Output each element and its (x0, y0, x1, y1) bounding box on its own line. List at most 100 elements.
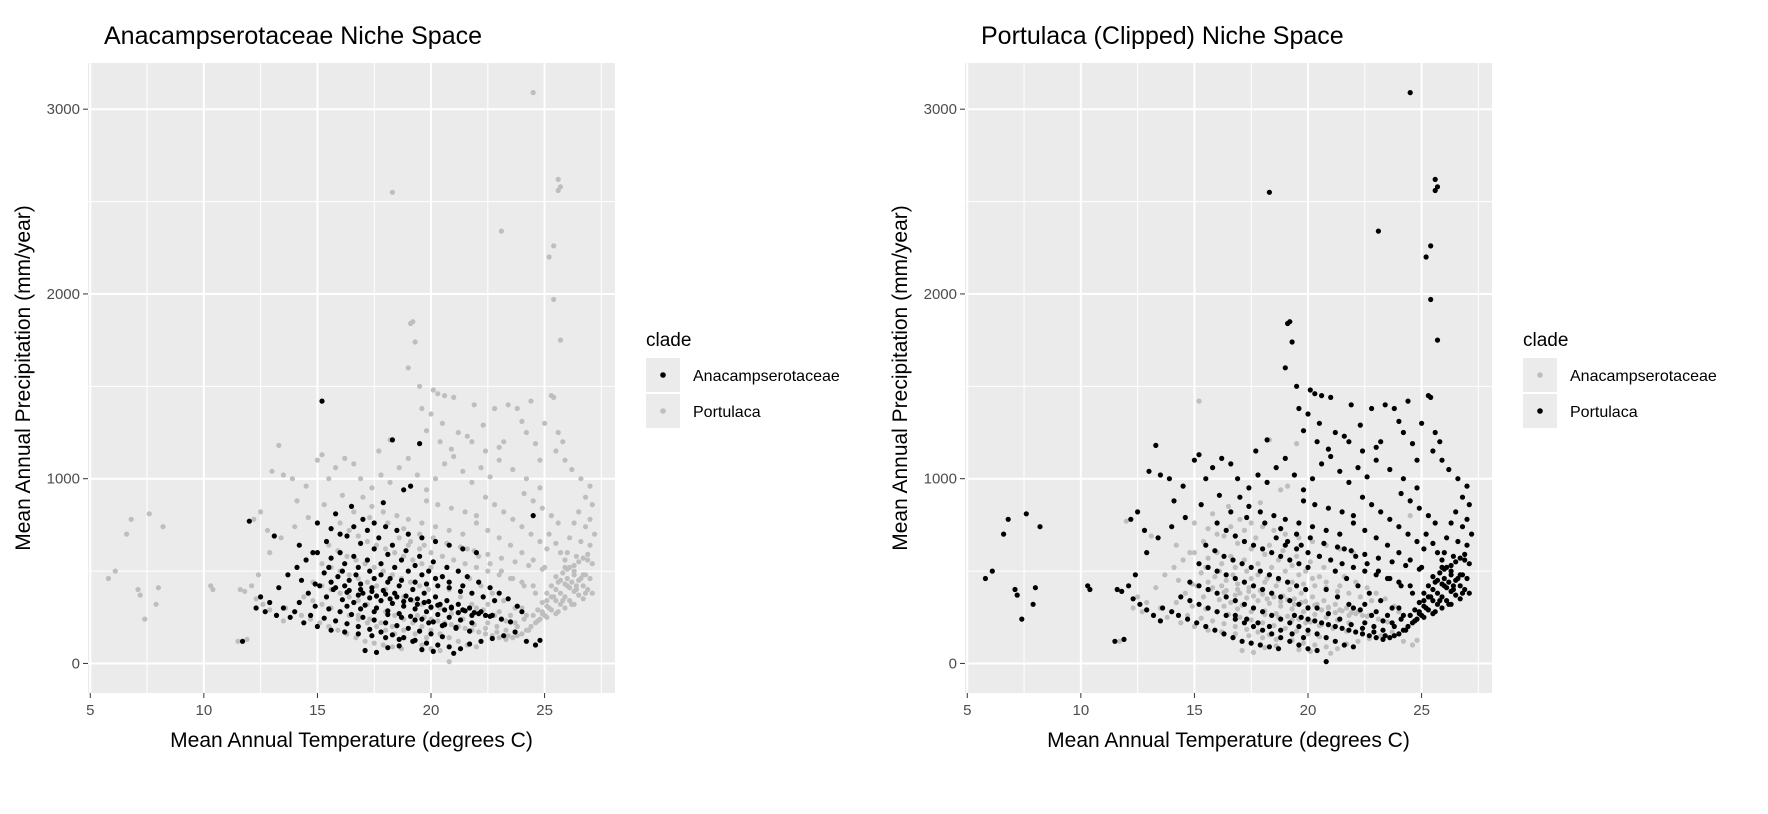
data-point (557, 550, 564, 556)
data-point (1444, 585, 1450, 591)
data-point (405, 516, 411, 522)
data-point (351, 509, 357, 515)
data-point (1375, 555, 1381, 561)
y-tick-label: 2000 (924, 286, 957, 303)
data-point (1294, 441, 1300, 447)
data-point (392, 550, 398, 556)
data-point (430, 648, 436, 655)
data-point (1223, 612, 1229, 619)
data-point (1187, 550, 1193, 556)
data-point (1319, 607, 1325, 613)
data-point (1400, 638, 1406, 644)
data-point (1439, 605, 1445, 611)
data-point (235, 638, 241, 644)
data-point (519, 550, 525, 556)
x-tick-label: 15 (1186, 702, 1203, 719)
data-point (467, 641, 473, 647)
data-point (1175, 612, 1182, 619)
data-point (1294, 546, 1300, 552)
data-point (464, 546, 470, 552)
data-point (1457, 555, 1463, 561)
data-point (326, 606, 332, 612)
data-point (501, 598, 507, 604)
data-point (555, 176, 561, 182)
data-point (1278, 487, 1284, 493)
data-point (1350, 605, 1356, 611)
data-point (1337, 583, 1343, 589)
data-point (1237, 516, 1243, 522)
data-point (417, 628, 423, 634)
data-point (1248, 575, 1254, 582)
data-point (405, 568, 411, 574)
data-point (582, 524, 589, 530)
data-point (455, 601, 461, 607)
data-point (1307, 387, 1313, 393)
data-point (1300, 635, 1307, 641)
data-point (1150, 612, 1157, 619)
data-point (1341, 433, 1347, 439)
data-point (380, 509, 386, 515)
data-point (1278, 616, 1284, 622)
data-point (153, 601, 159, 607)
data-point (394, 527, 400, 534)
data-point (1291, 612, 1297, 619)
data-point (1153, 585, 1159, 591)
data-point (1359, 631, 1366, 637)
data-point (371, 520, 377, 526)
data-point (1278, 553, 1284, 559)
data-point (1300, 609, 1307, 615)
data-point (344, 621, 350, 627)
data-point (426, 598, 432, 605)
legend-label: Portulaca (1570, 404, 1638, 421)
data-point (137, 592, 143, 598)
data-point (285, 572, 291, 578)
data-point (519, 418, 525, 424)
data-point (564, 566, 570, 572)
data-point (1389, 559, 1395, 565)
data-point (510, 516, 516, 522)
data-point (1334, 544, 1341, 550)
data-point (562, 457, 568, 463)
data-point (448, 505, 454, 511)
data-point (1289, 631, 1295, 637)
data-point (1323, 527, 1329, 534)
data-point (1384, 612, 1391, 619)
data-point (239, 638, 246, 644)
data-point (460, 468, 466, 474)
data-point (242, 588, 248, 595)
data-point (339, 492, 345, 498)
data-point (389, 542, 395, 548)
data-point (1214, 531, 1220, 537)
data-point (385, 551, 391, 558)
data-point (537, 485, 543, 491)
data-point (457, 594, 464, 600)
data-point (419, 647, 425, 653)
data-point (501, 509, 507, 515)
data-point (328, 526, 334, 532)
data-point (530, 583, 536, 589)
data-point (578, 538, 584, 545)
data-point (562, 605, 568, 611)
data-point (1371, 623, 1377, 630)
data-point (155, 585, 161, 591)
data-point (1323, 644, 1329, 650)
data-point (423, 498, 430, 504)
data-point (1432, 429, 1438, 436)
data-point (548, 583, 555, 589)
data-point (521, 616, 527, 622)
data-point (1260, 620, 1266, 626)
data-point (1457, 583, 1463, 589)
data-point (560, 570, 566, 576)
data-point (469, 620, 475, 626)
data-point (473, 644, 479, 650)
data-point (1269, 564, 1275, 571)
data-point (314, 520, 320, 526)
data-point (369, 503, 375, 509)
data-point (1341, 546, 1347, 552)
data-point (398, 614, 405, 620)
legend-key-symbol (660, 408, 666, 414)
data-point (428, 411, 434, 417)
data-point (1239, 638, 1245, 644)
legend-label: Portulaca (693, 404, 761, 421)
data-point (1135, 509, 1141, 515)
